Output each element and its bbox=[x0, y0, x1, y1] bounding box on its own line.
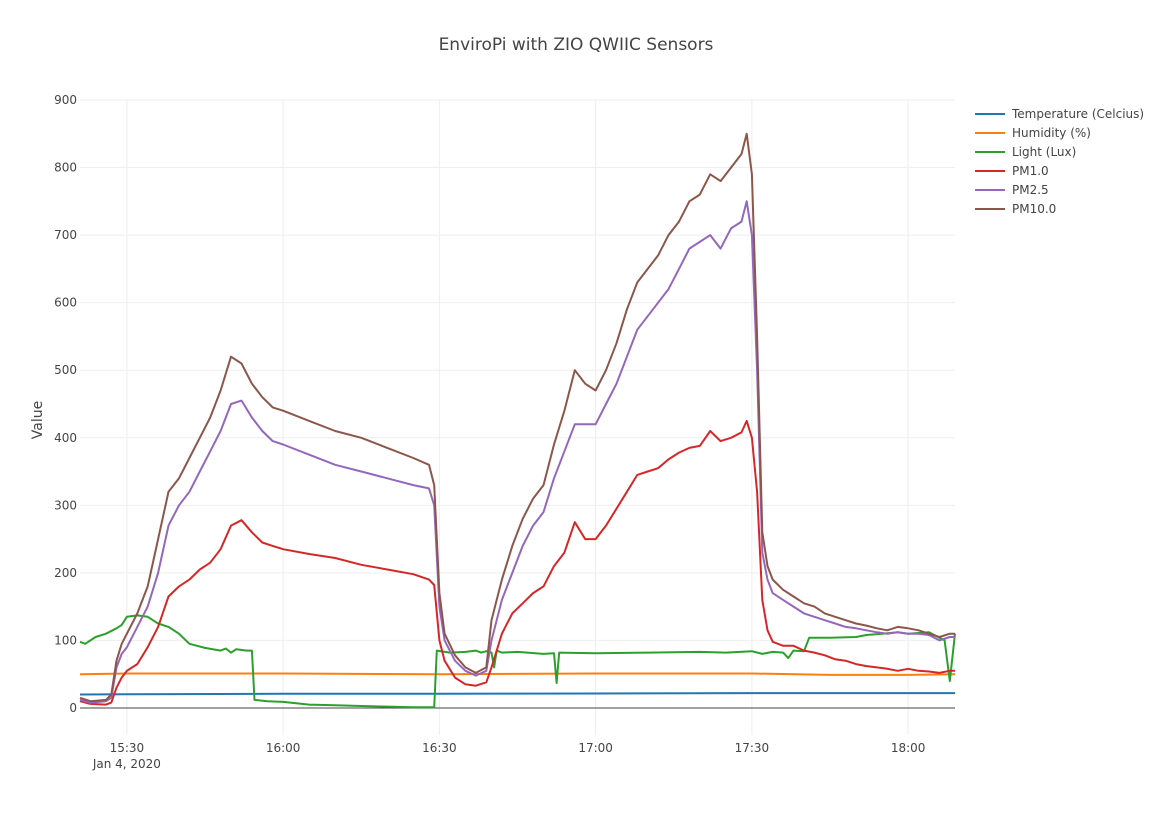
x-tick-label: 17:00 bbox=[578, 741, 613, 755]
chart-title: EnviroPi with ZIO QWIIC Sensors bbox=[439, 35, 714, 55]
series-line bbox=[79, 200, 955, 704]
y-tick-label: 900 bbox=[54, 93, 77, 107]
legend-label: Temperature (Celcius) bbox=[1012, 106, 1145, 121]
legend: Temperature (Celcius) Humidity (%) Light (… bbox=[975, 104, 1144, 218]
legend-label: PM10.0 bbox=[1012, 201, 1057, 216]
y-tick-label: 0 bbox=[69, 701, 77, 715]
series-line bbox=[79, 672, 956, 676]
x-tick-sublabel: Jan 4, 2020 bbox=[92, 757, 161, 771]
legend-swatch bbox=[975, 131, 1005, 134]
axes: 0 100 200 300 400 500 600 700 800 900 15:30 Jan 4, … bbox=[54, 93, 955, 771]
legend-swatch bbox=[975, 112, 1005, 115]
y-tick-label: 600 bbox=[54, 296, 77, 310]
y-tick-label: 400 bbox=[54, 431, 77, 445]
x-tick-label: 16:30 bbox=[422, 741, 457, 755]
legend-item[interactable]: Light (Lux) bbox=[975, 142, 1144, 161]
y-tick-label: 500 bbox=[54, 363, 77, 377]
gridlines bbox=[80, 99, 955, 735]
y-tick-label: 100 bbox=[54, 633, 77, 647]
legend-label: PM2.5 bbox=[1012, 182, 1049, 197]
legend-item[interactable]: PM10.0 bbox=[975, 199, 1144, 218]
legend-swatch bbox=[975, 150, 1005, 153]
legend-item[interactable]: PM1.0 bbox=[975, 161, 1144, 180]
series-lines bbox=[79, 132, 956, 709]
y-tick-label: 700 bbox=[54, 228, 77, 242]
y-axis-label: Value bbox=[30, 401, 46, 439]
x-tick-label: 15:30 bbox=[110, 741, 145, 755]
x-tick-label: 18:00 bbox=[891, 741, 926, 755]
legend-item[interactable]: Temperature (Celcius) bbox=[975, 104, 1144, 123]
x-tick-label: 16:00 bbox=[266, 741, 301, 755]
legend-item[interactable]: Humidity (%) bbox=[975, 123, 1144, 142]
series-line bbox=[79, 692, 955, 696]
x-tick-label: 17:30 bbox=[735, 741, 770, 755]
y-tick-label: 800 bbox=[54, 161, 77, 175]
series-line bbox=[79, 132, 955, 703]
legend-label: Humidity (%) bbox=[1012, 125, 1091, 140]
legend-label: Light (Lux) bbox=[1012, 144, 1077, 159]
legend-label: PM1.0 bbox=[1012, 163, 1049, 178]
y-tick-label: 300 bbox=[54, 498, 77, 512]
y-tick-label: 200 bbox=[54, 566, 77, 580]
legend-swatch bbox=[975, 188, 1005, 191]
series-line bbox=[79, 419, 955, 706]
legend-swatch bbox=[975, 207, 1005, 210]
legend-swatch bbox=[975, 169, 1005, 172]
legend-item[interactable]: PM2.5 bbox=[975, 180, 1144, 199]
